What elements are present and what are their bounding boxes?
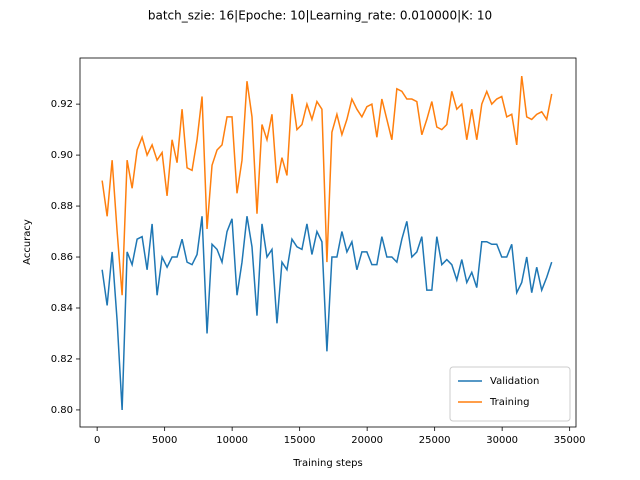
y-tick-label: 0.80 bbox=[51, 405, 73, 416]
x-tick-label: 5000 bbox=[152, 435, 177, 446]
legend-label: Validation bbox=[490, 376, 539, 387]
y-tick-label: 0.86 bbox=[51, 252, 73, 263]
x-tick-label: 25000 bbox=[419, 435, 451, 446]
y-tick-label: 0.90 bbox=[51, 150, 73, 161]
y-tick-label: 0.84 bbox=[51, 303, 73, 314]
x-axis-label: Training steps bbox=[292, 458, 362, 469]
y-tick-label: 0.82 bbox=[51, 354, 73, 365]
y-tick-label: 0.88 bbox=[51, 201, 73, 212]
x-tick-label: 30000 bbox=[486, 435, 518, 446]
x-tick-label: 10000 bbox=[216, 435, 248, 446]
chart-title: batch_szie: 16|Epoche: 10|Learning_rate:… bbox=[148, 9, 492, 23]
x-tick-label: 20000 bbox=[351, 435, 383, 446]
x-tick-label: 35000 bbox=[554, 435, 586, 446]
axes-frame bbox=[79, 57, 577, 428]
x-tick-label: 15000 bbox=[284, 435, 316, 446]
x-tick-label: 0 bbox=[94, 435, 100, 446]
data-line bbox=[101, 216, 553, 410]
y-axis-label: Accuracy bbox=[22, 219, 33, 265]
data-line bbox=[101, 76, 553, 296]
legend-label: Training bbox=[489, 397, 529, 408]
y-tick-label: 0.92 bbox=[51, 99, 73, 110]
